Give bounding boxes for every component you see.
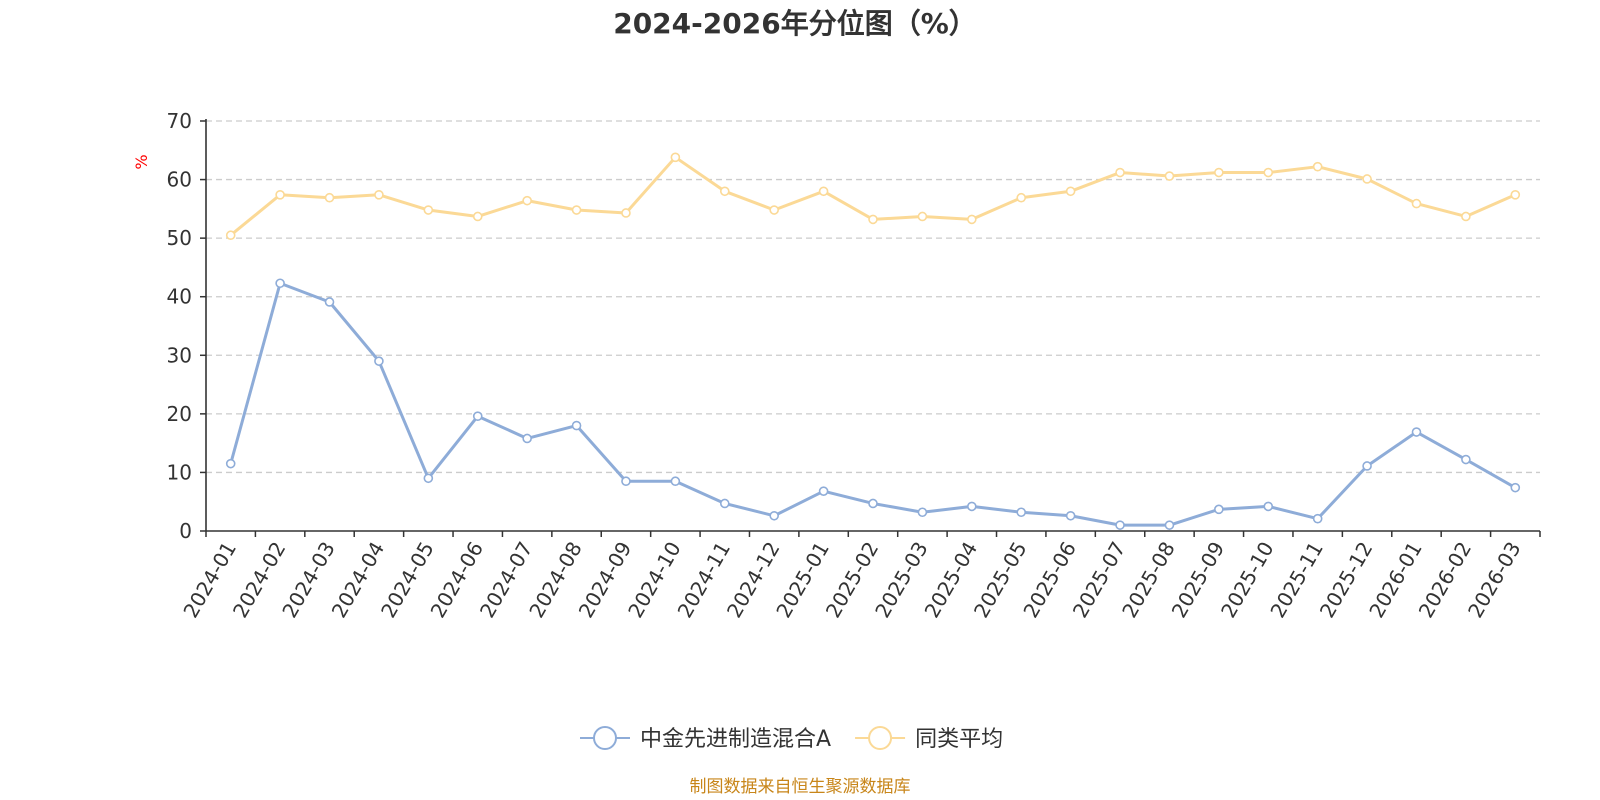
data-point: [1411, 427, 1422, 437]
y-tick-label: 40: [167, 285, 192, 309]
data-point: [1164, 520, 1175, 530]
data-point: [818, 186, 829, 197]
data-point: [423, 473, 434, 484]
data-point: [1510, 482, 1521, 493]
data-point: [275, 278, 285, 289]
y-axis-unit: %: [132, 154, 151, 169]
legend-label: 同类平均: [915, 727, 1003, 752]
series-line: [229, 281, 1517, 527]
data-point: [1312, 513, 1323, 524]
data-point: [621, 208, 631, 218]
data-point: [1164, 171, 1175, 181]
y-tick-label: 20: [167, 402, 192, 426]
data-point: [1214, 504, 1224, 515]
data-point: [621, 476, 631, 487]
legend-marker-icon: [593, 726, 617, 750]
data-point: [1016, 507, 1027, 518]
data-point: [1115, 520, 1125, 530]
data-point: [719, 498, 730, 509]
data-point: [670, 476, 681, 487]
y-tick-label: 70: [167, 109, 192, 133]
data-point: [1362, 174, 1372, 184]
data-point: [1065, 510, 1076, 521]
data-point: [917, 211, 928, 222]
data-point: [1362, 461, 1372, 471]
data-point: [571, 205, 582, 215]
y-tick-label: 10: [167, 460, 192, 484]
data-point: [275, 190, 285, 200]
data-point: [324, 192, 335, 203]
data-point: [967, 501, 977, 512]
data-point: [868, 214, 878, 225]
data-point: [1263, 501, 1274, 512]
data-point: [225, 458, 236, 469]
data-point: [1312, 161, 1323, 172]
legend-label: 中金先进制造混合A: [640, 727, 831, 752]
axes: 0102030405060702024-012024-022024-032024…: [167, 109, 1541, 622]
data-point: [472, 411, 483, 422]
y-tick-label: 0: [179, 519, 192, 543]
data-point: [1461, 454, 1471, 465]
data-point: [225, 230, 236, 241]
source-note: 制图数据来自恒生聚源数据库: [690, 777, 911, 797]
data-point: [1016, 192, 1027, 203]
legend-marker-icon: [868, 726, 893, 750]
data-point: [374, 356, 384, 366]
data-point: [818, 486, 829, 496]
data-point: [324, 297, 335, 307]
data-point: [1461, 211, 1471, 222]
data-point: [719, 186, 730, 197]
data-point: [571, 420, 582, 431]
series-lines: [225, 152, 1521, 530]
data-point: [967, 214, 977, 225]
data-point: [374, 190, 384, 200]
chart-title: 2024-2026年分位图（%）: [613, 7, 977, 40]
data-point: [769, 510, 779, 521]
data-point: [522, 433, 532, 444]
legend: 中金先进制造混合A 同类平均: [580, 726, 1003, 752]
data-point: [1115, 167, 1125, 178]
data-point: [769, 205, 779, 215]
data-point: [1214, 167, 1224, 178]
y-tick-label: 60: [167, 168, 192, 192]
data-point: [868, 498, 878, 509]
data-point: [1411, 198, 1422, 209]
data-point: [522, 195, 532, 206]
data-point: [670, 152, 681, 163]
data-point: [917, 507, 928, 518]
y-tick-label: 30: [167, 343, 192, 367]
data-point: [472, 211, 483, 222]
data-point: [1510, 190, 1521, 200]
y-tick-label: 50: [167, 226, 192, 250]
data-point: [1065, 186, 1076, 197]
data-point: [1263, 167, 1274, 178]
grid-lines: [206, 120, 1540, 474]
data-point: [423, 205, 434, 215]
